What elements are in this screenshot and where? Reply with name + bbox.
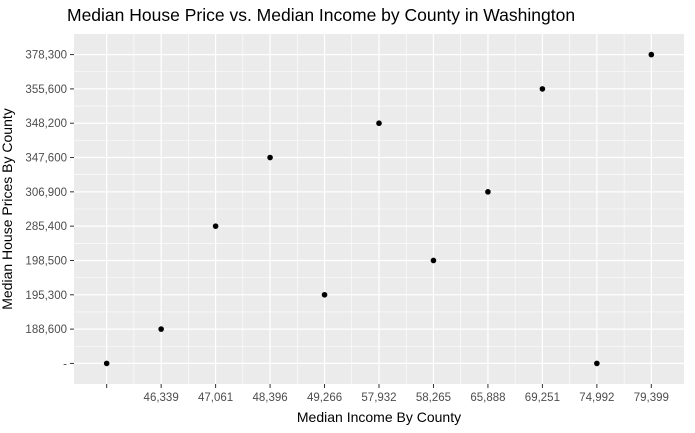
data-point [158, 326, 164, 332]
data-point [648, 51, 655, 58]
x-tick-label: 65,888 [470, 392, 505, 404]
y-tick-label: - [63, 358, 67, 370]
x-tick-label: 46,339 [144, 392, 179, 404]
data-point [212, 223, 219, 229]
y-tick-label: 306,900 [25, 187, 67, 199]
y-tick-label: 348,200 [25, 118, 67, 130]
y-tick-label: 347,600 [25, 153, 67, 165]
axis-ticks: 46,339 47,061 48,396 49,266 57,932 58,265 65,8… [25, 50, 668, 404]
data-point [376, 120, 382, 127]
x-tick-label: 74,992 [579, 392, 614, 404]
data-point [594, 360, 600, 367]
x-tick-label: 79,399 [634, 392, 669, 404]
data-point [103, 360, 110, 367]
y-tick-label: 285,400 [25, 221, 67, 233]
y-tick-label: 355,600 [25, 84, 67, 96]
x-tick-label: 57,932 [361, 392, 396, 404]
x-tick-label: 58,265 [416, 392, 451, 404]
data-point [485, 189, 491, 195]
chart-title: Median House Price vs. Median Income by … [67, 5, 576, 25]
x-tick-label: 48,396 [252, 392, 287, 404]
y-axis-title: Median House Prices By County [0, 108, 15, 310]
x-axis-title: Median Income By County [297, 409, 461, 425]
y-tick-label: 198,500 [25, 255, 67, 267]
y-tick-label: 195,300 [25, 290, 67, 302]
data-point [267, 154, 273, 161]
x-tick-label: 49,266 [307, 392, 342, 404]
y-tick-label: 188,600 [25, 324, 67, 336]
data-points [103, 51, 655, 367]
data-point [539, 86, 546, 92]
x-tick-label: 47,061 [198, 392, 233, 404]
x-tick-label: 69,251 [525, 392, 560, 404]
data-point [321, 291, 328, 298]
y-tick-label: 378,300 [25, 50, 67, 62]
data-point [430, 257, 437, 264]
grid-lines [74, 34, 684, 384]
